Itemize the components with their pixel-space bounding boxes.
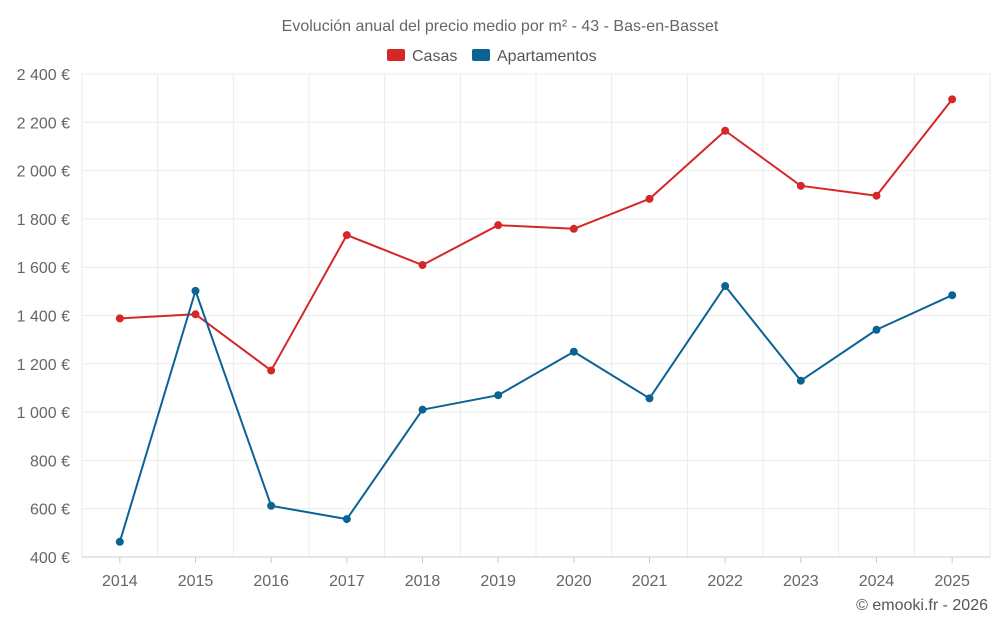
x-tick-label: 2015 — [178, 573, 214, 590]
x-tick-label: 2025 — [934, 573, 970, 590]
chart-title: Evolución anual del precio medio por m² … — [282, 18, 719, 35]
data-point-casas[interactable] — [721, 126, 730, 135]
y-tick-label: 2 400 € — [17, 67, 70, 84]
series-casas — [115, 95, 957, 375]
data-point-apartamentos[interactable] — [267, 501, 276, 510]
data-point-casas[interactable] — [645, 194, 654, 203]
data-point-apartamentos[interactable] — [494, 391, 503, 400]
data-point-apartamentos[interactable] — [796, 376, 805, 385]
legend-swatch-casas — [387, 49, 405, 61]
legend-swatch-apartamentos — [472, 49, 490, 61]
y-tick-label: 1 000 € — [17, 405, 70, 422]
data-point-apartamentos[interactable] — [948, 291, 957, 300]
y-tick-label: 2 200 € — [17, 115, 70, 132]
legend-label-apartamentos: Apartamentos — [497, 48, 597, 65]
data-point-apartamentos[interactable] — [115, 537, 124, 546]
legend-item-apartamentos[interactable]: Apartamentos — [472, 48, 597, 65]
data-point-apartamentos[interactable] — [191, 286, 200, 295]
data-point-apartamentos[interactable] — [645, 394, 654, 403]
x-tick-label: 2022 — [707, 573, 743, 590]
data-point-apartamentos[interactable] — [418, 405, 427, 414]
x-tick-label: 2024 — [859, 573, 895, 590]
series-line-apartamentos — [118, 285, 953, 543]
y-tick-label: 2 000 € — [17, 164, 70, 181]
x-tick-label: 2019 — [480, 573, 516, 590]
axes: 400 € 600 € 800 € 1 000 € 1 200 € 1 400 € 1 60… — [17, 67, 990, 590]
series-apartamentos — [115, 282, 957, 546]
data-point-casas[interactable] — [872, 191, 881, 200]
data-point-apartamentos[interactable] — [872, 325, 881, 334]
y-tick-label: 1 200 € — [17, 357, 70, 374]
data-point-apartamentos[interactable] — [721, 282, 730, 291]
y-tick-label: 1 800 € — [17, 212, 70, 229]
x-tick-label: 2014 — [102, 573, 138, 590]
grid — [81, 73, 991, 558]
y-tick-label: 400 € — [30, 550, 70, 567]
x-tick-label: 2016 — [253, 573, 289, 590]
legend-item-casas[interactable]: Casas — [387, 48, 457, 65]
x-tick-label: 2017 — [329, 573, 365, 590]
x-tick-label: 2020 — [556, 573, 592, 590]
x-tick-label: 2023 — [783, 573, 819, 590]
x-tick-label: 2018 — [405, 573, 441, 590]
y-tick-label: 600 € — [30, 502, 70, 519]
data-point-apartamentos[interactable] — [342, 515, 351, 524]
credit-text: © emooki.fr - 2026 — [856, 597, 988, 614]
data-point-casas[interactable] — [494, 221, 503, 230]
series-line-casas — [119, 98, 953, 372]
y-tick-label: 1 400 € — [17, 309, 70, 326]
legend[interactable]: Casas Apartamentos — [387, 48, 597, 65]
data-point-casas[interactable] — [796, 181, 805, 190]
data-point-casas[interactable] — [342, 231, 351, 240]
data-point-casas[interactable] — [418, 261, 427, 270]
data-point-casas[interactable] — [948, 95, 957, 104]
y-tick-label: 800 € — [30, 453, 70, 470]
y-tick-label: 1 600 € — [17, 260, 70, 277]
data-point-casas[interactable] — [569, 224, 578, 233]
data-point-casas[interactable] — [115, 314, 124, 323]
data-point-apartamentos[interactable] — [569, 347, 578, 356]
series — [115, 95, 957, 546]
data-point-casas[interactable] — [267, 366, 276, 375]
x-tick-label: 2021 — [632, 573, 668, 590]
data-point-casas[interactable] — [191, 310, 200, 319]
legend-label-casas: Casas — [412, 48, 457, 65]
